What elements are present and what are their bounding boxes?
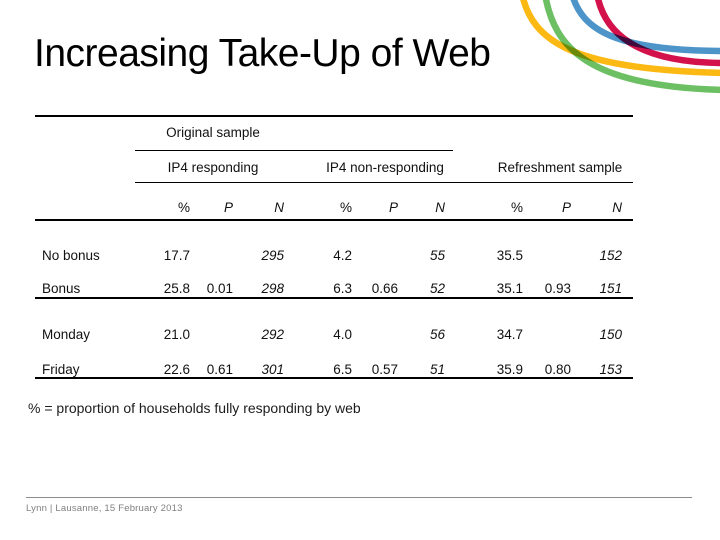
- column-header-pct: %: [177, 199, 190, 215]
- column-header-p: P: [223, 199, 233, 215]
- table-cell: 152: [599, 247, 622, 263]
- table-cell: 0.57: [371, 361, 398, 377]
- table-cell: 0.93: [544, 280, 571, 296]
- table-cell: 17.7: [163, 247, 190, 263]
- table-cell: 151: [599, 280, 622, 296]
- spanner-header-row: Original sample: [0, 125, 720, 145]
- group-header-ip4-non-responding: IP4 non-responding: [326, 160, 444, 175]
- table-cell: 4.2: [333, 247, 352, 263]
- table-row: Friday 22.6 0.61 301 6.5 0.57 51 35.9 0.…: [35, 359, 622, 379]
- table-cell: 35.5: [496, 247, 523, 263]
- table-cell: 150: [599, 326, 622, 342]
- table-cell: 295: [261, 247, 284, 263]
- page-title: Increasing Take-Up of Web: [34, 32, 491, 75]
- original-sample-underline: [135, 150, 453, 151]
- footer-rule: [26, 497, 692, 498]
- column-header-row: % P N % P N % P N: [35, 197, 622, 217]
- row-label: Friday: [42, 361, 80, 377]
- bonus-row-rule: [35, 297, 633, 299]
- swoosh-curve-red-icon: [595, 0, 720, 67]
- swoosh-curve-blue-icon: [570, 0, 720, 55]
- table-cell: 298: [261, 280, 284, 296]
- column-header-underline: [35, 219, 633, 221]
- table-cell: 22.6: [163, 361, 190, 377]
- column-header-n: N: [274, 199, 284, 215]
- table-cell: 0.80: [544, 361, 571, 377]
- table-row: No bonus 17.7 295 4.2 55 35.5 152: [35, 245, 622, 265]
- table-row: Monday 21.0 292 4.0 56 34.7 150: [35, 324, 622, 344]
- table-cell: 0.66: [371, 280, 398, 296]
- column-header-p: P: [561, 199, 571, 215]
- table-cell: 0.61: [206, 361, 233, 377]
- table-cell: 34.7: [496, 326, 523, 342]
- column-header-pct: %: [510, 199, 523, 215]
- table-cell: 35.1: [496, 280, 523, 296]
- table-row: Bonus 25.8 0.01 298 6.3 0.66 52 35.1 0.9…: [35, 278, 622, 298]
- group-header-ip4-responding: IP4 responding: [167, 160, 259, 175]
- table-cell: 301: [261, 361, 284, 377]
- footnote: % = proportion of households fully respo…: [28, 400, 361, 416]
- footer-text: Lynn | Lausanne, 15 February 2013: [26, 503, 183, 514]
- column-header-n: N: [435, 199, 445, 215]
- table-cell: 35.9: [496, 361, 523, 377]
- table-cell: 6.3: [333, 280, 352, 296]
- table-cell: 55: [429, 247, 445, 263]
- friday-row-rule: [35, 377, 633, 379]
- table-cell: 25.8: [163, 280, 190, 296]
- spanner-header: Original sample: [166, 125, 260, 140]
- table-cell: 52: [429, 280, 445, 296]
- group-header-refreshment-sample: Refreshment sample: [497, 160, 623, 175]
- table-top-rule: [35, 115, 633, 117]
- table-cell: 51: [429, 361, 445, 377]
- table-cell: 4.0: [333, 326, 352, 342]
- table-cell: 6.5: [333, 361, 352, 377]
- group-header-row: IP4 responding IP4 non-responding Refres…: [0, 160, 720, 180]
- column-header-p: P: [388, 199, 398, 215]
- column-header-n: N: [612, 199, 622, 215]
- table-cell: 292: [261, 326, 284, 342]
- row-label: No bonus: [42, 247, 100, 263]
- table-cell: 21.0: [163, 326, 190, 342]
- column-header-pct: %: [339, 199, 352, 215]
- row-label: Bonus: [42, 280, 81, 296]
- row-label: Monday: [42, 326, 91, 342]
- table-cell: 56: [429, 326, 445, 342]
- table-cell: 153: [599, 361, 622, 377]
- table-cell: 0.01: [206, 280, 233, 296]
- swoosh-curve-green-icon: [542, 0, 720, 94]
- swoosh-graphic: [520, 0, 720, 94]
- group-header-underline: [135, 182, 633, 183]
